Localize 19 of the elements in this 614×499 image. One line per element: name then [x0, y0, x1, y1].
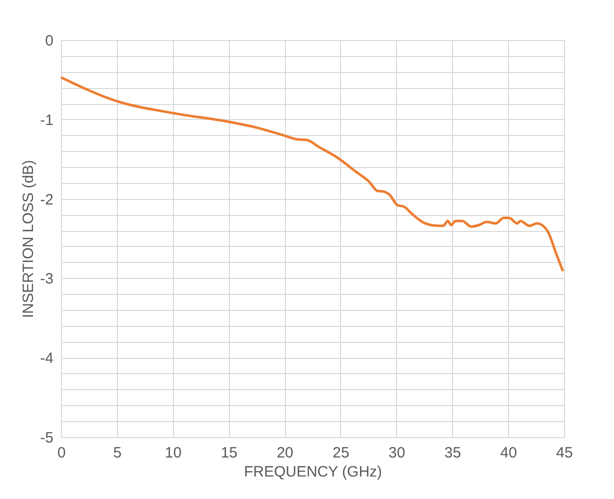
x-tick-label: 0 — [57, 444, 66, 462]
x-tick-label: 20 — [276, 444, 294, 462]
line-series — [60, 76, 564, 272]
x-tick-label: 25 — [332, 444, 350, 462]
y-tick-label: -4 — [40, 350, 54, 368]
x-tick-label: 40 — [500, 444, 517, 462]
x-tick-label: 15 — [220, 444, 238, 462]
x-tick-label: 35 — [444, 444, 462, 462]
y-tick-label: -2 — [40, 191, 54, 208]
x-tick-label: 5 — [113, 444, 122, 462]
y-tick-label: -5 — [40, 430, 54, 446]
x-axis-title: FREQUENCY (GHz) — [244, 464, 382, 480]
x-tick-label: 45 — [556, 444, 573, 462]
y-axis-title: INSERTION LOSS (dB) — [20, 160, 38, 318]
y-tick-label: -1 — [40, 112, 54, 129]
x-tick-label: 10 — [164, 444, 182, 462]
x-tick-label: 30 — [388, 444, 406, 462]
y-tick-label: 0 — [45, 32, 54, 50]
y-tick-label: -3 — [40, 270, 54, 288]
